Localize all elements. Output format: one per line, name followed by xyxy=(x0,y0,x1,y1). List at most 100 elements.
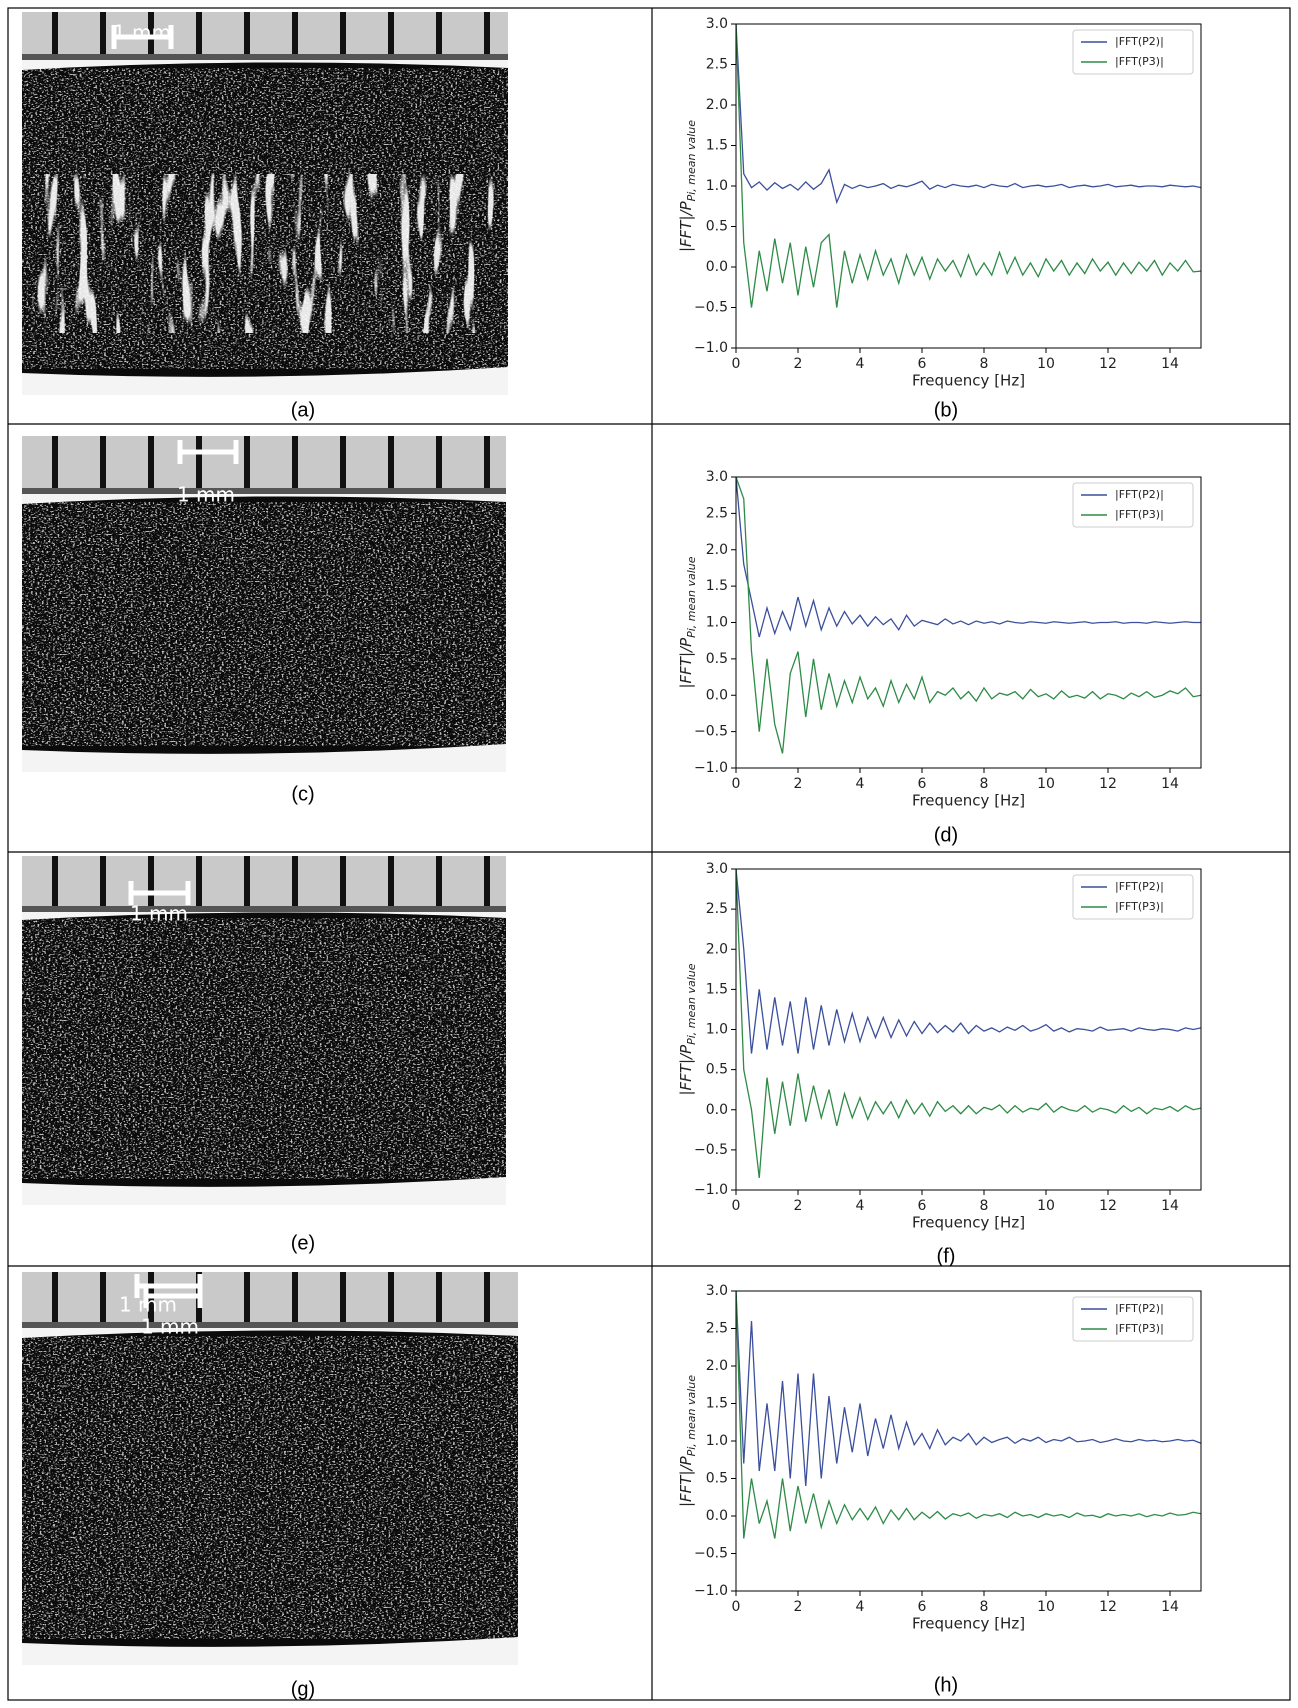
texture xyxy=(22,1336,518,1639)
y-axis-label-main: |FFT|/P xyxy=(677,1044,695,1096)
chart: −1.0 −0.5 0.0 0.5 1.0 1.5 2.0 2.5 3.0 0 2 4 6 8 10 12 14… xyxy=(677,469,1202,846)
ruler-tick xyxy=(436,12,442,54)
ruler-tick xyxy=(52,436,58,488)
ruler-tick xyxy=(52,1272,58,1322)
y-tick-label: 2.5 xyxy=(706,1321,728,1337)
ruler-edge xyxy=(22,488,506,494)
x-tick-label: 8 xyxy=(980,776,989,792)
y-tick-label: 3.0 xyxy=(706,1283,728,1299)
data-line xyxy=(736,476,1201,638)
x-axis-label: Frequency [Hz] xyxy=(912,372,1025,390)
x-tick-label: 12 xyxy=(1099,1599,1117,1615)
plot-area xyxy=(736,868,1201,1179)
y-tick-label: 0.0 xyxy=(706,687,728,703)
legend-box xyxy=(1072,874,1194,920)
x-tick-label: 4 xyxy=(856,776,865,792)
y-tick-label: 1.0 xyxy=(706,1022,728,1038)
ruler-tick xyxy=(196,856,202,906)
table-grid xyxy=(7,7,1291,1701)
x-tick-label: 12 xyxy=(1099,1198,1117,1214)
ruler-tick xyxy=(436,436,442,488)
y-axis-label-sub: Pi, mean value xyxy=(685,120,698,202)
y-axis-label: |FFT|/PPi, mean value xyxy=(677,556,698,688)
x-axis-label: Frequency [Hz] xyxy=(912,1615,1025,1633)
y-tick-label: 2.0 xyxy=(706,1358,728,1374)
ruler-tick xyxy=(100,856,106,906)
ruler-tick xyxy=(292,856,298,906)
plot-area xyxy=(736,476,1201,754)
data-line xyxy=(736,476,1201,754)
data-line xyxy=(736,23,1201,205)
y-tick-label: 1.5 xyxy=(706,138,728,154)
x-tick-label: 14 xyxy=(1161,1599,1179,1615)
ruler xyxy=(22,436,506,488)
y-tick-label: 2.5 xyxy=(706,901,728,917)
chart: −1.0 −0.5 0.0 0.5 1.0 1.5 2.0 2.5 3.0 0 2 4 6 8 10 12 14… xyxy=(677,1283,1202,1696)
x-tick-label: 8 xyxy=(980,356,989,372)
y-tick-label: 0.5 xyxy=(706,219,728,235)
y-tick-label: 1.0 xyxy=(706,1433,728,1449)
caption: (a) xyxy=(291,399,315,421)
y-tick-label: −0.5 xyxy=(694,1142,728,1158)
ruler xyxy=(22,1272,518,1322)
striations xyxy=(32,174,498,333)
caption: (d) xyxy=(934,824,958,846)
ruler-tick xyxy=(292,436,298,488)
specimen-photo: 1 mm (a) xyxy=(22,12,508,421)
y-tick-label: 3.0 xyxy=(706,861,728,877)
ruler-tick xyxy=(340,12,346,54)
ruler-tick xyxy=(340,436,346,488)
x-tick-label: 12 xyxy=(1099,356,1117,372)
y-tick-label: 0.0 xyxy=(706,259,728,275)
legend-box xyxy=(1072,482,1194,528)
x-tick-label: 2 xyxy=(794,1198,803,1214)
x-tick-label: 4 xyxy=(856,1599,865,1615)
x-tick-label: 10 xyxy=(1037,1198,1055,1214)
x-tick-label: 14 xyxy=(1161,1198,1179,1214)
caption: (e) xyxy=(291,1232,315,1254)
y-tick-label: 1.0 xyxy=(706,615,728,631)
legend-box xyxy=(1072,1296,1194,1342)
ruler-tick xyxy=(436,856,442,906)
texture xyxy=(22,502,506,746)
plot-area xyxy=(736,23,1201,308)
y-tick-label: −0.5 xyxy=(694,300,728,316)
y-tick-label: −1.0 xyxy=(694,340,728,356)
legend-label: |FFT(P2)| xyxy=(1115,35,1164,48)
x-axis-label: Frequency [Hz] xyxy=(912,792,1025,810)
y-axis-label: |FFT|/PPi, mean value xyxy=(677,963,698,1095)
legend-label: |FFT(P2)| xyxy=(1115,488,1164,501)
caption: (c) xyxy=(291,783,314,805)
legend-box xyxy=(1072,29,1194,75)
scale-label: 1 mm xyxy=(141,1315,199,1339)
y-axis-label: |FFT|/PPi, mean value xyxy=(677,120,698,252)
ruler-tick xyxy=(388,12,394,54)
legend-label: |FFT(P3)| xyxy=(1115,900,1164,913)
ruler-tick xyxy=(436,1272,442,1322)
x-tick-label: 6 xyxy=(918,776,927,792)
x-tick-label: 0 xyxy=(732,1599,741,1615)
y-tick-label: −0.5 xyxy=(694,724,728,740)
ruler-tick xyxy=(244,12,250,54)
legend-label: |FFT(P2)| xyxy=(1115,880,1164,893)
ruler-tick xyxy=(388,436,394,488)
y-tick-label: 1.5 xyxy=(706,981,728,997)
y-tick-label: −1.0 xyxy=(694,1182,728,1198)
x-tick-label: 6 xyxy=(918,1599,927,1615)
ruler-tick xyxy=(244,856,250,906)
ruler-tick xyxy=(484,436,490,488)
y-tick-label: 1.0 xyxy=(706,178,728,194)
y-tick-label: 3.0 xyxy=(706,16,728,32)
y-tick-label: 0.0 xyxy=(706,1102,728,1118)
y-axis-label-main: |FFT|/P xyxy=(677,637,695,689)
x-tick-label: 4 xyxy=(856,1198,865,1214)
texture xyxy=(22,918,506,1179)
x-tick-label: 8 xyxy=(980,1599,989,1615)
y-axis-label-sub: Pi, mean value xyxy=(685,1375,698,1457)
y-tick-label: −1.0 xyxy=(694,1583,728,1599)
x-tick-label: 2 xyxy=(794,776,803,792)
x-tick-label: 0 xyxy=(732,356,741,372)
y-axis-label-sub: Pi, mean value xyxy=(685,963,698,1045)
scale-label: 1 mm xyxy=(130,902,188,926)
